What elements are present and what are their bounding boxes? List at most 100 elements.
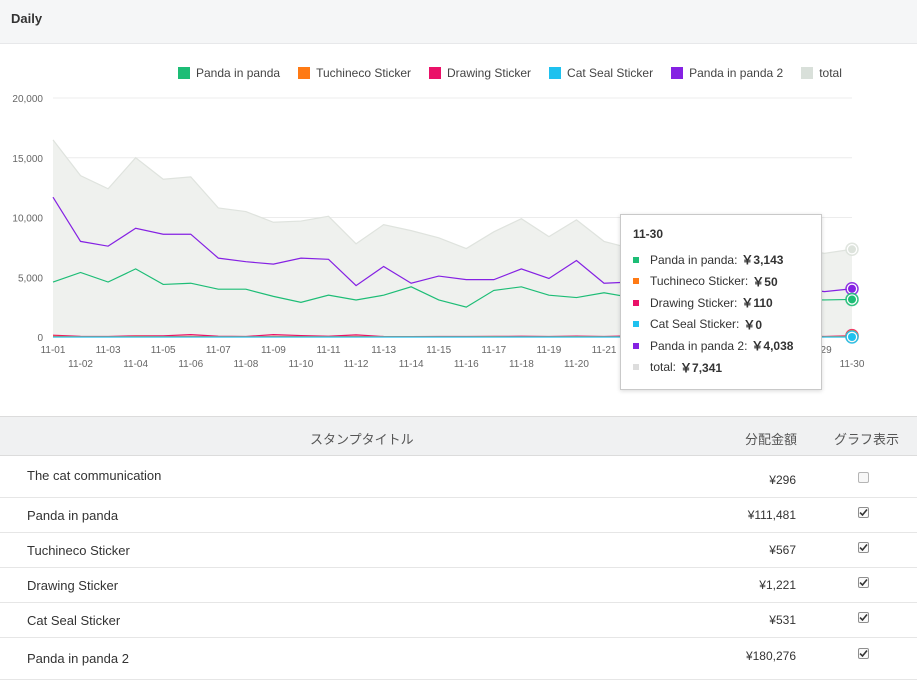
x-tick-label: 11-07 xyxy=(206,345,231,356)
graph-checkbox[interactable] xyxy=(858,507,869,518)
legend-label: Panda in panda xyxy=(196,66,281,80)
row-title: Panda in panda 2 xyxy=(27,651,129,666)
chart-legend: Panda in panda Tuchineco Sticker Drawing… xyxy=(178,66,842,80)
sticker-table: スタンプタイトル 分配金額 グラフ表示 The cat communicatio… xyxy=(0,416,917,680)
tooltip-date: 11-30 xyxy=(633,227,664,241)
legend-label: Cat Seal Sticker xyxy=(567,66,654,80)
x-tick-label: 11-30 xyxy=(840,359,865,370)
x-tick-label: 11-06 xyxy=(178,359,203,370)
legend-swatch xyxy=(298,67,311,79)
tooltip-label: total: xyxy=(650,360,677,375)
tooltip-label: Tuchineco Sticker: xyxy=(650,274,749,289)
legend-swatch xyxy=(549,67,562,79)
x-tick-label: 11-12 xyxy=(344,359,369,370)
table-header: スタンプタイトル 分配金額 グラフ表示 xyxy=(0,416,917,456)
legend-label: total xyxy=(819,66,842,80)
row-amount: ¥296 xyxy=(769,473,796,487)
column-header-graph: グラフ表示 xyxy=(834,432,900,447)
x-tick-label: 11-18 xyxy=(509,359,534,370)
x-tick-label: -29 xyxy=(817,345,832,356)
tooltip-label: Cat Seal Sticker: xyxy=(650,317,740,332)
row-title: Tuchineco Sticker xyxy=(27,543,130,558)
tooltip-row-cat-seal-sticker: Cat Seal Sticker: ￥0 xyxy=(633,314,809,336)
tooltip-row-total: total: ￥7,341 xyxy=(633,357,809,379)
y-tick-label: 5,000 xyxy=(18,273,43,284)
legend-item-total[interactable]: total xyxy=(801,66,842,80)
legend-item-panda-in-panda-2[interactable]: Panda in panda 2 xyxy=(671,66,783,80)
chart-tooltip: 11-30 Panda in panda: ￥3,143 Tuchineco S… xyxy=(620,214,822,390)
tooltip-label: Drawing Sticker: xyxy=(650,295,738,310)
x-tick-label: 11-15 xyxy=(426,345,451,356)
x-tick-label: 11-11 xyxy=(316,345,341,356)
tooltip-swatch xyxy=(633,299,639,306)
x-tick-label: 11-19 xyxy=(537,345,562,356)
table-row: Tuchineco Sticker ¥567 xyxy=(0,533,917,568)
tooltip-swatch xyxy=(633,278,639,285)
legend-label: Panda in panda 2 xyxy=(689,66,784,80)
table-row: Panda in panda ¥111,481 xyxy=(0,498,917,533)
y-tick-label: 20,000 xyxy=(12,94,43,105)
legend-label: Drawing Sticker xyxy=(447,66,532,80)
tooltip-value: ￥3,143 xyxy=(741,253,784,268)
row-amount: ¥1,221 xyxy=(759,578,796,592)
tooltip-value: ￥4,038 xyxy=(751,339,794,354)
row-title: Drawing Sticker xyxy=(27,578,119,593)
tooltip-row-tuchineco-sticker: Tuchineco Sticker: ￥50 xyxy=(633,271,809,293)
graph-checkbox[interactable] xyxy=(858,577,869,588)
table-row: Cat Seal Sticker ¥531 xyxy=(0,603,917,638)
tooltip-swatch xyxy=(633,256,639,263)
legend-item-panda-in-panda[interactable]: Panda in panda xyxy=(178,66,280,80)
row-amount: ¥567 xyxy=(769,543,796,557)
tooltip-swatch xyxy=(633,364,639,371)
row-amount: ¥180,276 xyxy=(745,649,796,663)
legend-item-tuchineco-sticker[interactable]: Tuchineco Sticker xyxy=(298,66,411,80)
legend-item-drawing-sticker[interactable]: Drawing Sticker xyxy=(429,66,531,80)
x-tick-label: 11-16 xyxy=(454,359,479,370)
table-row: Drawing Sticker ¥1,221 xyxy=(0,568,917,603)
graph-checkbox[interactable] xyxy=(858,612,869,623)
x-tick-label: 11-08 xyxy=(233,359,258,370)
row-title: Panda in panda xyxy=(27,508,119,523)
tooltip-value: ￥7,341 xyxy=(680,360,723,375)
graph-checkbox[interactable] xyxy=(858,542,869,553)
tooltip-value: ￥0 xyxy=(743,317,763,332)
table-row: Panda in panda 2 ¥180,276 xyxy=(0,638,917,680)
x-tick-label: 11-03 xyxy=(96,345,121,356)
y-tick-label: 10,000 xyxy=(12,214,43,225)
x-tick-label: 11-04 xyxy=(123,359,148,370)
graph-checkbox[interactable] xyxy=(858,472,869,483)
x-tick-label: 11-02 xyxy=(68,359,93,370)
x-tick-label: 11-01 xyxy=(41,345,66,356)
column-header-title: スタンプタイトル xyxy=(310,432,414,447)
tooltip-swatch xyxy=(633,342,639,349)
tooltip-swatch xyxy=(633,321,639,328)
daily-chart: 0 5,000 10,000 15,000 20,000 11-01 11-03 11-05 1… xyxy=(0,44,917,394)
row-amount: ¥111,481 xyxy=(747,508,796,522)
x-tick-label: 11-14 xyxy=(399,359,424,370)
row-amount: ¥531 xyxy=(769,613,796,627)
x-tick-label: 11-20 xyxy=(564,359,589,370)
page-title: Daily xyxy=(11,11,43,26)
graph-checkbox[interactable] xyxy=(858,648,869,659)
legend-item-cat-seal-sticker[interactable]: Cat Seal Sticker xyxy=(549,66,653,80)
hover-marker-cat-seal-sticker xyxy=(848,333,856,341)
x-tick-label: 11-17 xyxy=(481,345,506,356)
column-header-amount: 分配金額 xyxy=(745,432,798,447)
page-header: Daily xyxy=(0,0,917,44)
hover-marker-panda-in-panda-2 xyxy=(848,284,856,293)
hover-marker-panda-in-panda xyxy=(848,295,856,304)
tooltip-label: Panda in panda: xyxy=(650,252,738,267)
legend-label: Tuchineco Sticker xyxy=(316,66,412,80)
legend-swatch xyxy=(178,67,190,79)
tooltip-row-drawing-sticker: Drawing Sticker: ￥110 xyxy=(633,292,809,314)
y-tick-label: 15,000 xyxy=(12,154,43,165)
tooltip-row-panda-in-panda-2: Panda in panda 2: ￥4,038 xyxy=(633,335,809,357)
x-tick-label: 11-10 xyxy=(289,359,314,370)
x-tick-label: 11-21 xyxy=(592,345,617,356)
y-tick-label: 0 xyxy=(37,333,43,344)
row-title: Cat Seal Sticker xyxy=(27,613,121,628)
hover-marker-total xyxy=(848,245,856,254)
tooltip-value: ￥50 xyxy=(752,274,778,289)
tooltip-row-panda-in-panda: Panda in panda: ￥3,143 xyxy=(633,249,809,271)
x-tick-label: 11-05 xyxy=(151,345,176,356)
